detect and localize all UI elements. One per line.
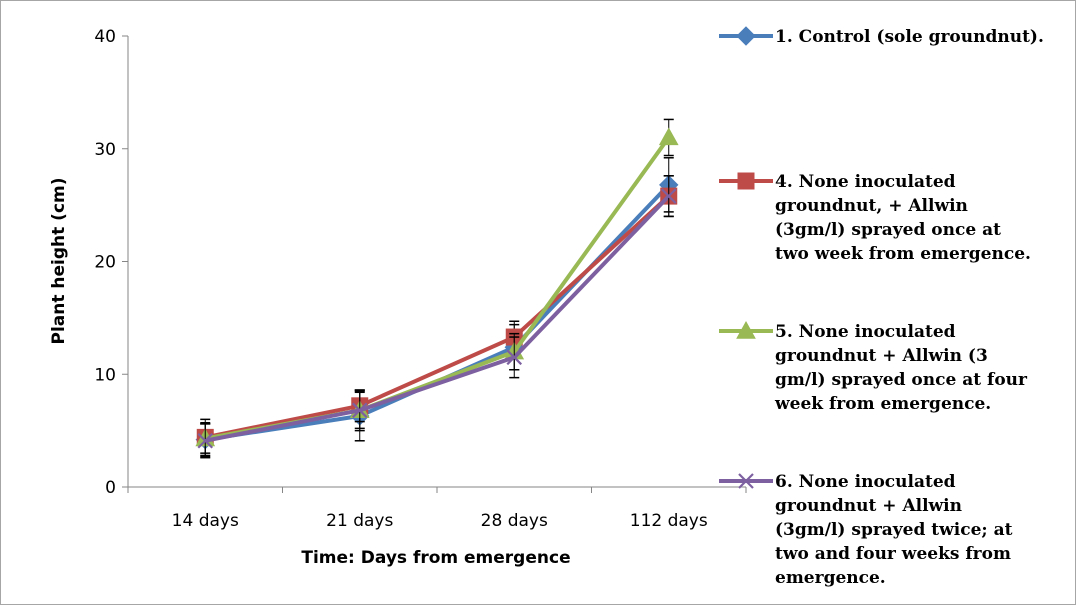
legend-text-line: gm/l) sprayed once at four (775, 370, 1028, 390)
legend-entry-2: 4. None inoculated groundnut, + Allwin (3g… (719, 172, 1031, 264)
legend: 1. Control (sole groundnut). 4. None inoc… (719, 26, 1044, 588)
y-tick-label: 40 (94, 27, 116, 47)
data-point-marker (660, 188, 677, 204)
legend-text-line: two week from emergence. (775, 244, 1031, 264)
marker-stroke (738, 473, 754, 489)
legend-entry-3: 5. None inoculated groundnut + Allwin (3 g… (719, 320, 1028, 414)
legend-text-line: (3gm/l) sprayed twice; at (775, 520, 1013, 540)
series-layer (195, 118, 679, 459)
legend-text-line: groundnut, + Allwin (775, 196, 968, 216)
y-axis-title: Plant height (cm) (49, 177, 69, 344)
x-tick-label: 28 days (481, 511, 548, 531)
legend-text-line: groundnut + Allwin (775, 496, 962, 516)
legend-marker (736, 26, 756, 46)
series-2 (196, 175, 678, 457)
series-4 (197, 175, 677, 459)
legend-text-line: groundnut + Allwin (3 (775, 346, 988, 366)
series-1 (195, 157, 679, 458)
legend-text-line: two and four weeks from (775, 544, 1011, 564)
axes: 0 10 20 30 40 14 days 21 days 28 days 112 days (94, 27, 747, 531)
legend-marker (736, 320, 756, 339)
y-tick-label: 30 (94, 140, 116, 160)
legend-text-line: emergence. (775, 568, 886, 588)
legend-text-line: 4. None inoculated (775, 172, 956, 192)
data-point-marker (197, 432, 214, 449)
legend-text-line: (3gm/l) sprayed once at (775, 220, 1001, 240)
marker-stroke (197, 432, 214, 449)
x-axis-title: Time: Days from emergence (301, 548, 570, 568)
marker-stroke (351, 402, 368, 419)
data-point-marker (351, 402, 368, 419)
series-line (204, 194, 671, 440)
legend-text-line: 6. None inoculated (775, 472, 956, 492)
y-tick-label: 10 (94, 365, 116, 385)
marker-stroke (660, 188, 677, 204)
series-line (204, 136, 671, 441)
series-line (204, 194, 671, 443)
legend-text-line: week from emergence. (774, 394, 991, 414)
x-tick-label: 14 days (172, 511, 239, 531)
legend-text-line: 1. Control (sole groundnut). (775, 27, 1044, 47)
series-3 (195, 118, 679, 454)
legend-entry-1: 1. Control (sole groundnut). (719, 26, 1044, 47)
legend-entry-4: 6. None inoculated groundnut + Allwin (3gm… (719, 472, 1013, 588)
marker-stroke (506, 349, 523, 366)
x-tick-label: 21 days (326, 511, 393, 531)
data-point-marker (658, 127, 679, 146)
x-tick-label: 112 days (630, 511, 708, 531)
y-tick-label: 0 (105, 478, 116, 498)
legend-marker (737, 172, 755, 190)
legend-marker (738, 473, 754, 489)
series-line (204, 183, 671, 442)
y-tick-label: 20 (94, 253, 116, 273)
data-point-marker (506, 349, 523, 366)
legend-text-line: 5. None inoculated (775, 322, 956, 342)
